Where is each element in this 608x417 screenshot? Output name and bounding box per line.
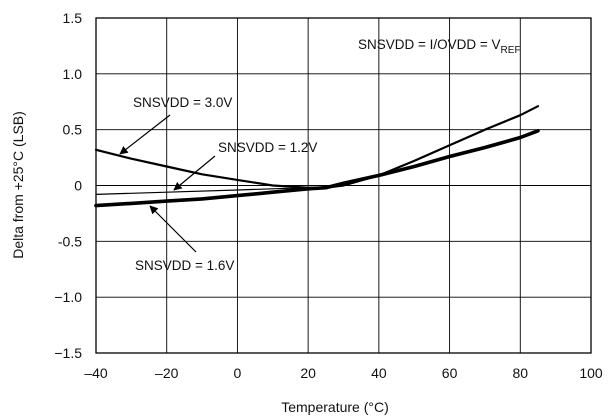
plot-frame — [95, 17, 592, 354]
x-tick-label: –40 — [84, 365, 108, 381]
y-tick-label: −1.0 — [54, 289, 82, 305]
y-tick-labels: 1.5 1.0 0.5 0 -0.5 −1.0 −1.5 — [54, 10, 82, 361]
series-line-1v6 — [94, 129, 540, 208]
x-tick-label: 100 — [579, 365, 603, 381]
condition-label-main: SNSVDD = I/OVDD = V — [358, 37, 501, 52]
x-tick-label: 80 — [512, 365, 528, 381]
series-label-arrow — [149, 205, 197, 253]
y-tick-label: 1.5 — [63, 10, 83, 26]
series-label-arrow — [119, 114, 171, 155]
x-tick-label: 0 — [234, 365, 242, 381]
x-tick-label: 40 — [371, 365, 387, 381]
y-tick-label: 0 — [74, 178, 82, 194]
series-label: SNSVDD = 3.0V — [133, 95, 232, 110]
series-layer — [94, 105, 540, 208]
x-tick-label: 60 — [442, 365, 458, 381]
y-axis-title: Delta from +25°C (LSB) — [10, 111, 26, 259]
series-label-arrow — [173, 155, 216, 191]
y-tick-label: 0.5 — [63, 122, 83, 138]
series-label: SNSVDD = 1.2V — [218, 140, 317, 155]
x-tick-label: –20 — [155, 365, 179, 381]
y-tick-label: −1.5 — [54, 345, 82, 361]
annotations: SNSVDD = 3.0V SNSVDD = 1.2V SNSVDD = 1.6V — [119, 95, 317, 273]
x-tick-label: 20 — [300, 365, 316, 381]
y-tick-label: -0.5 — [58, 233, 82, 249]
x-tick-labels: –40 –20 0 20 40 60 80 100 — [84, 365, 603, 381]
series-label: SNSVDD = 1.6V — [135, 258, 234, 273]
condition-label: SNSVDD = I/OVDD = VREF — [358, 37, 521, 56]
condition-label-subscript: REF — [501, 45, 521, 56]
y-tick-label: 1.0 — [63, 66, 83, 82]
x-axis-title: Temperature (°C) — [281, 399, 389, 415]
